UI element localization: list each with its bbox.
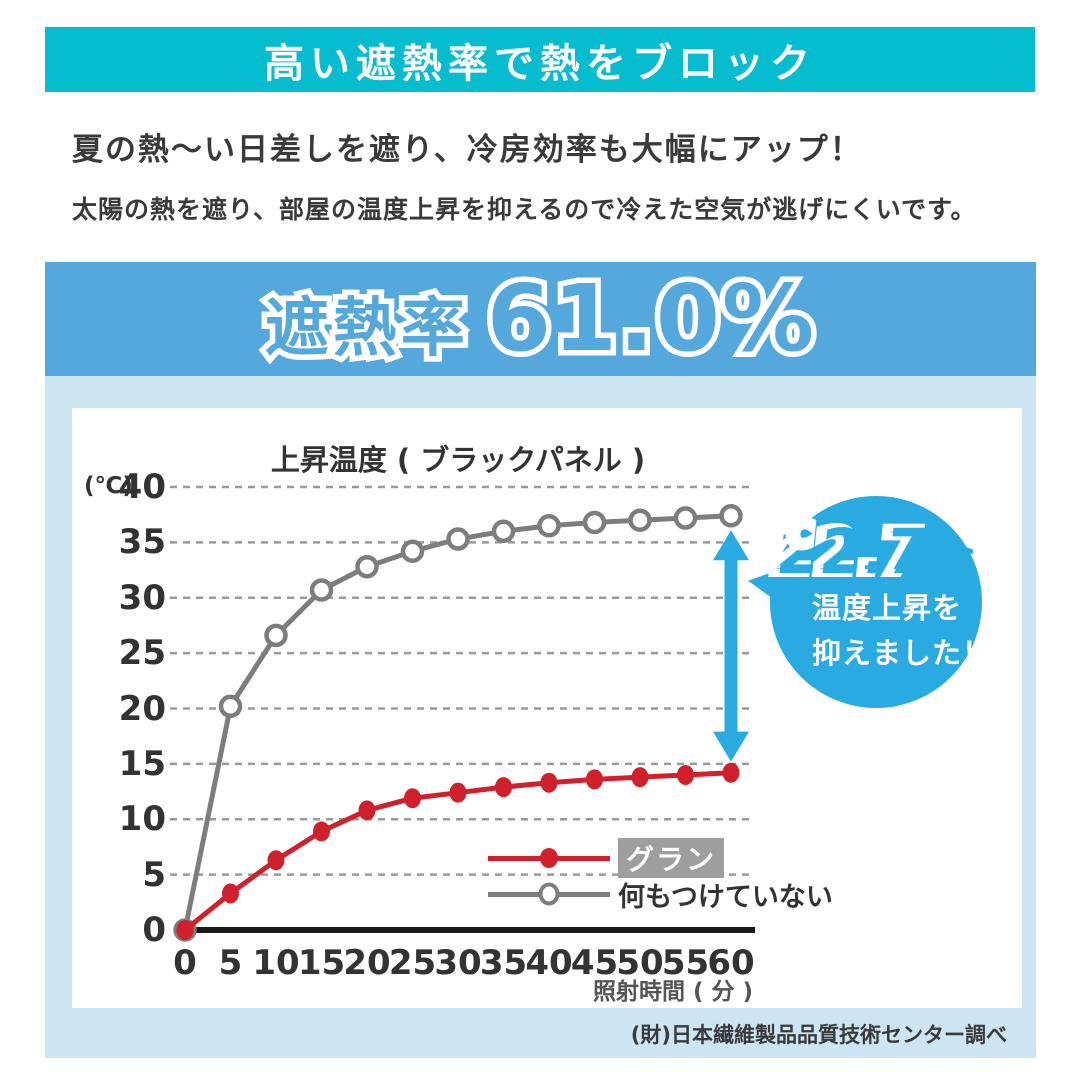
- shield-rate-row: 遮熱率 遮熱率 61.0% 61.0%: [259, 265, 819, 372]
- y-tick-label: 20: [118, 688, 166, 729]
- x-tick-label: 60: [707, 943, 755, 983]
- y-tick-label: 35: [118, 522, 166, 563]
- chart-title: 上昇温度 ( ブラックパネル ): [270, 443, 646, 477]
- y-tick-label: 5: [142, 854, 166, 895]
- bubble-value-row: 22.7 22.7 ℃ ℃: [762, 511, 986, 592]
- legend-gray-marker: [538, 882, 560, 906]
- x-axis-title: 照射時間 ( 分 ): [592, 979, 753, 1005]
- legend-red-marker: [540, 848, 558, 868]
- source-caption: (財)日本繊維製品品質技術センター調べ: [630, 1023, 1007, 1047]
- x-tick-label: 10: [252, 943, 300, 983]
- x-tick-label: 40: [525, 943, 573, 983]
- x-tick-label: 5: [218, 943, 243, 983]
- legend-red-line-sample: [488, 848, 610, 868]
- y-tick-label: 25: [118, 633, 166, 674]
- y-tick-label: 10: [118, 799, 166, 840]
- x-tick-label: 50: [616, 943, 664, 983]
- shield-rate-value: 61.0% 61.0%: [481, 265, 819, 372]
- y-tick-label: 15: [118, 743, 166, 784]
- y-tick-label: 0: [142, 910, 166, 950]
- x-tick-label: 45: [570, 943, 619, 983]
- y-axis-unit-label: (℃): [84, 473, 133, 499]
- x-tick-label: 20: [343, 943, 391, 983]
- shield-rate-label: 遮熱率 遮熱率: [259, 292, 470, 367]
- x-tick-label: 30: [434, 943, 482, 983]
- intro-headline: 夏の熱〜い日差しを遮り、冷房効率も大幅にアップ！: [72, 132, 863, 168]
- legend-gran-label: グラン: [618, 838, 725, 878]
- x-tick-label: 15: [297, 943, 346, 983]
- legend-untreated-label: 何もつけていない: [618, 881, 833, 913]
- bubble-text-line2: 抑えました！: [812, 636, 993, 670]
- x-tick-label: 35: [479, 943, 528, 983]
- header-banner: 高い遮熱率で熱をブロック: [45, 27, 1035, 92]
- x-tick-label: 0: [173, 943, 197, 983]
- y-tick-label: 30: [118, 577, 166, 618]
- shield-rate-band: 遮熱率 遮熱率 61.0% 61.0%: [45, 262, 1036, 376]
- speech-bubble: [770, 496, 982, 708]
- bubble-temperature-unit: ℃ ℃: [766, 511, 977, 582]
- y-tick-label: 40: [118, 467, 166, 507]
- bubble-text-line1: 温度上昇を: [812, 591, 963, 625]
- legend-gray-line-sample: [488, 882, 610, 906]
- x-tick-label: 25: [388, 943, 437, 983]
- x-tick-label: 55: [661, 943, 710, 983]
- legend-item-gran: グラン: [488, 838, 725, 878]
- banner-title: 高い遮熱率で熱をブロック: [264, 40, 816, 87]
- intro-subtext: 太陽の熱を遮り、部屋の温度上昇を抑えるので冷えた空気が逃げにくいです。: [72, 195, 977, 224]
- legend-item-untreated: 何もつけていない: [488, 877, 833, 913]
